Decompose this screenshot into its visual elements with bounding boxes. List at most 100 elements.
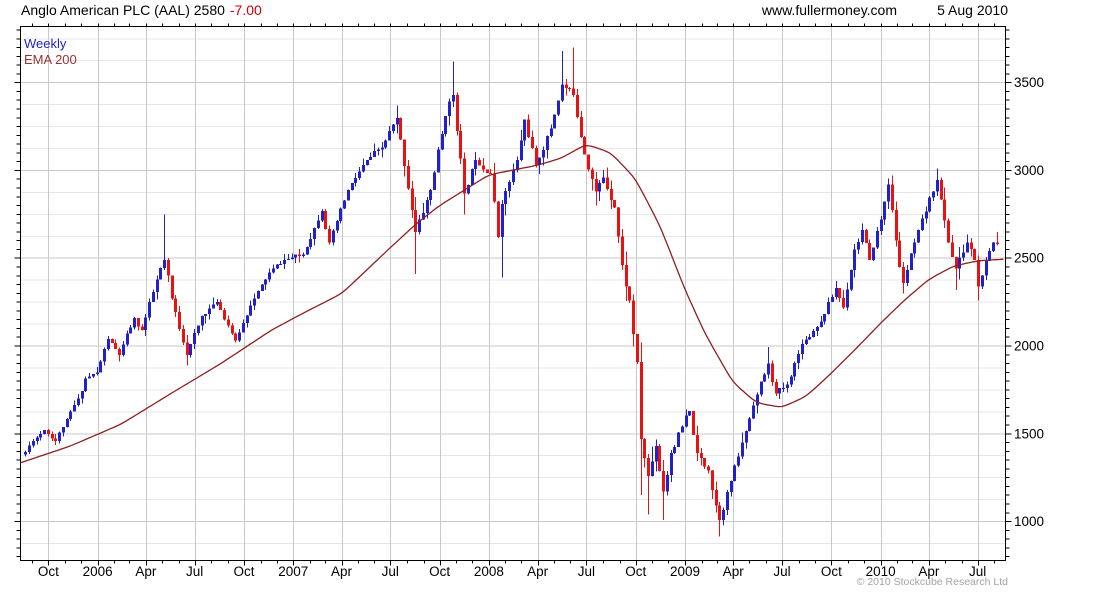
candle-body xyxy=(955,257,958,269)
candle-body xyxy=(159,268,162,280)
candle-body xyxy=(681,426,684,433)
chart-title-change: -7.00 xyxy=(230,2,262,18)
candle-body xyxy=(756,394,759,406)
candle-body xyxy=(324,210,327,229)
candle-down xyxy=(486,169,489,173)
chart-title: Anglo American PLC (AAL) 2580 -7.00 xyxy=(21,2,262,18)
candle-body xyxy=(711,470,714,491)
x-axis-labels: Oct 2006 Apr Jul Oct 2007 Apr Jul Oct 2008 Apr Jul O… xyxy=(38,564,986,579)
candle-down xyxy=(497,201,500,238)
candle-body xyxy=(422,212,425,220)
candle-body xyxy=(444,116,447,135)
candle-up xyxy=(429,189,432,206)
candle-up xyxy=(388,125,391,141)
candle-up xyxy=(343,200,346,210)
candle-body xyxy=(572,88,575,95)
candle-up xyxy=(437,147,440,173)
candle-body xyxy=(486,169,489,173)
candle-up xyxy=(730,480,733,497)
candle-body xyxy=(148,301,151,318)
x-axis-label: Jul xyxy=(382,564,399,579)
candle-up xyxy=(722,507,725,526)
candle-down xyxy=(647,453,650,515)
candle-up xyxy=(512,163,515,185)
candle-body xyxy=(294,254,297,258)
candle-up xyxy=(152,289,155,302)
candle-up xyxy=(561,51,564,102)
candle-body xyxy=(452,94,455,102)
candle-up xyxy=(96,366,99,376)
candle-down xyxy=(118,347,121,362)
candle-up xyxy=(861,223,864,245)
candle-body xyxy=(670,453,673,475)
candle-body xyxy=(782,387,785,389)
candle-body xyxy=(219,302,222,311)
candle-body xyxy=(122,344,125,355)
candle-up xyxy=(351,182,354,191)
candle-body xyxy=(996,242,999,245)
candles-layer xyxy=(24,47,999,537)
candle-down xyxy=(531,130,534,149)
candle-body xyxy=(662,471,665,492)
candle-body xyxy=(471,168,474,185)
candle-up xyxy=(58,431,61,444)
candle-body xyxy=(291,257,294,259)
candle-body xyxy=(745,431,748,443)
candle-down xyxy=(527,114,530,139)
candle-up xyxy=(36,435,39,445)
candle-down xyxy=(411,180,414,218)
x-axis-label: Jul xyxy=(578,564,595,579)
candle-up xyxy=(294,254,297,264)
candle-body xyxy=(478,159,481,166)
candle-body xyxy=(861,230,864,242)
candle-up xyxy=(737,453,740,467)
candle-up xyxy=(523,119,526,146)
candle-body xyxy=(388,131,391,141)
candle-body xyxy=(174,298,177,312)
candle-up xyxy=(103,347,106,366)
candle-down xyxy=(568,86,571,92)
candle-body xyxy=(501,203,504,238)
candle-up xyxy=(126,330,129,347)
candle-up xyxy=(354,173,357,187)
candle-up xyxy=(88,372,91,379)
candle-body xyxy=(793,363,796,377)
candle-up xyxy=(291,253,294,260)
candle-up xyxy=(812,329,815,338)
candle-up xyxy=(422,203,425,220)
candle-down xyxy=(707,464,710,474)
candle-body xyxy=(321,210,324,221)
candle-up xyxy=(84,376,87,392)
candle-body xyxy=(688,410,691,416)
candle-body xyxy=(276,264,279,269)
candle-body xyxy=(951,242,954,258)
candle-up xyxy=(306,246,309,255)
candle-body xyxy=(96,372,99,374)
x-axis-label: Oct xyxy=(429,564,450,579)
candle-up xyxy=(396,105,399,134)
candle-body xyxy=(685,415,688,427)
candle-body xyxy=(369,156,372,160)
candle-up xyxy=(317,215,320,229)
chart-title-main: Anglo American PLC (AAL) 2580 xyxy=(21,2,225,18)
candle-up xyxy=(332,229,335,246)
candle-down xyxy=(658,444,661,472)
candle-up xyxy=(921,214,924,232)
candle-body xyxy=(309,239,312,247)
candle-body xyxy=(118,348,121,355)
candle-body xyxy=(921,218,924,231)
candle-body xyxy=(339,208,342,222)
candle-body xyxy=(302,254,305,256)
candle-up xyxy=(77,394,80,407)
candle-body xyxy=(39,434,42,438)
candle-up xyxy=(932,191,935,202)
candle-body xyxy=(718,505,721,520)
candle-down xyxy=(298,248,301,263)
candle-down xyxy=(51,431,54,441)
candle-down xyxy=(628,286,631,304)
candle-up xyxy=(62,426,65,437)
candle-body xyxy=(268,272,271,280)
candle-up xyxy=(985,257,988,280)
candle-body xyxy=(414,209,417,232)
